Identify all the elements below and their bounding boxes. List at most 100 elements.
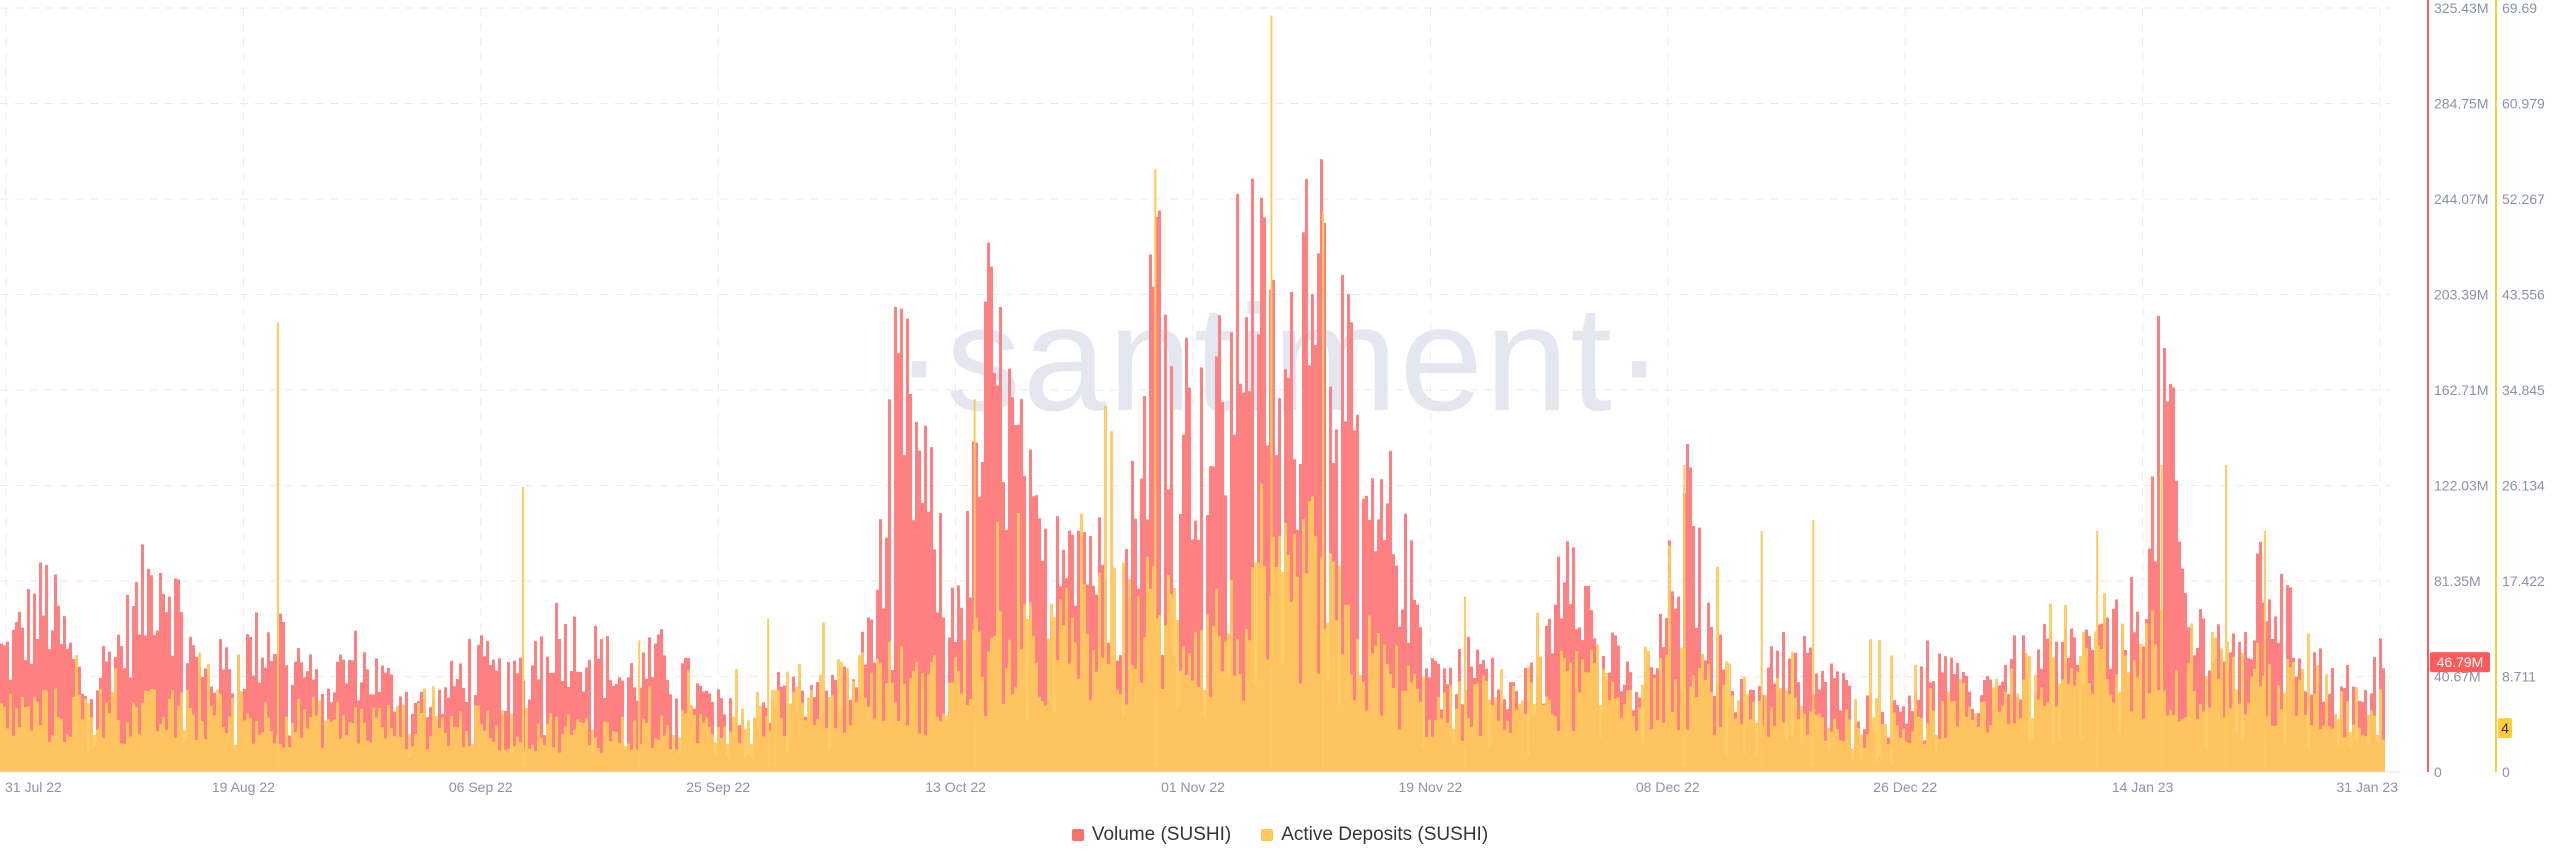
deposits-bar — [189, 707, 192, 772]
deposits-bar — [141, 702, 144, 772]
volume-bar — [1221, 402, 1224, 772]
volume-bar — [867, 617, 870, 772]
volume-bar — [600, 639, 603, 772]
deposits-bar — [2127, 671, 2130, 772]
deposits-bar — [1719, 727, 1722, 772]
volume-bar — [2130, 577, 2133, 772]
volume-bar — [1356, 414, 1359, 772]
volume-bar — [2166, 401, 2169, 772]
chart-canvas[interactable]: ·santiment· 040.67M81.35M122.03M162.71M2… — [0, 0, 2560, 820]
deposits-bar — [1713, 735, 1716, 772]
deposits-bar — [1992, 687, 1995, 772]
volume-bar — [2244, 632, 2247, 772]
deposits-bar — [1587, 672, 1590, 772]
deposits-bar — [1122, 562, 1125, 772]
deposits-bar — [1044, 705, 1047, 772]
deposits-bar — [6, 728, 9, 772]
deposits-bar — [1878, 639, 1881, 772]
deposits-bar — [2193, 691, 2196, 772]
deposits-bar — [933, 654, 936, 772]
deposits-bar — [369, 742, 372, 772]
legend-item-volume[interactable]: Volume (SUSHI) — [1071, 824, 1231, 846]
volume-bar — [2259, 541, 2262, 772]
deposits-bar — [1047, 638, 1050, 772]
deposits-bar — [1893, 712, 1896, 772]
deposits-bar — [867, 706, 870, 772]
x-tick-label: 06 Sep 22 — [449, 779, 513, 795]
volume-bar — [246, 634, 249, 772]
deposits-bar — [1038, 696, 1041, 772]
volume-bar — [1242, 392, 1245, 772]
deposits-bar — [2358, 727, 2361, 772]
volume-bar — [2163, 348, 2166, 772]
deposits-bar — [1161, 688, 1164, 772]
deposits-bar — [1803, 713, 1806, 772]
current-value-markers: 46.79M 4 — [2430, 652, 2512, 739]
deposits-bar — [1524, 714, 1527, 772]
deposits-bar — [720, 738, 723, 772]
volume-bar — [1125, 549, 1128, 772]
deposits-bar — [591, 729, 594, 772]
volume-bar — [426, 717, 429, 772]
deposits-bar — [2370, 710, 2373, 772]
deposits-bar — [1674, 679, 1677, 772]
volume-bar — [381, 665, 384, 772]
deposits-bar — [492, 741, 495, 772]
volume-bar — [1467, 636, 1470, 772]
deposits-bar — [495, 725, 498, 772]
deposits-bar — [726, 744, 729, 772]
deposits-bar — [2181, 718, 2184, 772]
deposits-bar — [24, 707, 27, 772]
deposits-bar — [1506, 720, 1509, 772]
deposits-bar — [894, 702, 897, 772]
volume-bar — [1551, 653, 1554, 772]
deposits-bar — [144, 690, 147, 772]
deposits-bar — [2367, 714, 2370, 772]
deposits-bar — [1539, 656, 1542, 772]
deposits-bar — [1830, 731, 1833, 772]
deposits-bar — [201, 721, 204, 772]
deposits-series-overlay — [0, 15, 2385, 773]
deposits-bar — [2148, 693, 2151, 772]
deposits-bar — [1170, 594, 1173, 772]
volume-bar — [1380, 479, 1383, 772]
volume-bar — [612, 686, 615, 772]
deposits-bar — [1533, 703, 1536, 772]
deposits-bar — [801, 702, 804, 772]
deposits-bar — [1377, 633, 1380, 772]
volume-bar — [639, 687, 642, 772]
deposits-bar — [2220, 648, 2223, 772]
deposits-bar — [1389, 674, 1392, 772]
volume-bar — [879, 519, 882, 772]
volume-bar — [1212, 466, 1215, 772]
legend-label-deposits: Active Deposits (SUSHI) — [1281, 824, 1489, 845]
deposits-bar — [1851, 748, 1854, 772]
deposits-bar — [1212, 626, 1215, 772]
deposits-bar — [2175, 670, 2178, 772]
volume-bar — [255, 612, 258, 772]
volume-bar — [270, 661, 273, 772]
deposits-bar — [222, 727, 225, 772]
deposits-bar — [600, 752, 603, 772]
deposits-bar — [762, 736, 765, 772]
deposits-bar — [2016, 693, 2019, 772]
legend-item-deposits[interactable]: Active Deposits (SUSHI) — [1261, 824, 1488, 846]
volume-bar — [675, 698, 678, 772]
x-tick-label: 31 Jul 22 — [5, 779, 62, 795]
deposits-bar — [2022, 679, 2025, 772]
deposits-bar — [1344, 604, 1347, 772]
volume-bar — [486, 640, 489, 772]
deposits-bar — [1608, 700, 1611, 772]
deposits-bar — [1920, 718, 1923, 772]
deposits-bar — [669, 749, 672, 772]
deposits-bar — [1158, 615, 1161, 772]
deposits-bar — [2136, 677, 2139, 772]
y-right-tick-label: 0 — [2502, 764, 2510, 780]
deposits-bar — [1563, 658, 1566, 772]
deposits-bar — [96, 729, 99, 772]
deposits-bar — [723, 726, 726, 772]
deposits-bar — [606, 722, 609, 772]
deposits-bar — [864, 697, 867, 772]
deposits-bar — [1209, 696, 1212, 772]
deposits-bar — [1266, 659, 1269, 772]
